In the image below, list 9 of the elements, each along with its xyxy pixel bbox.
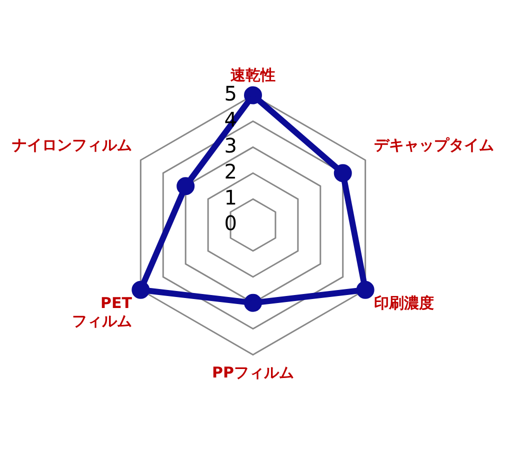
- y-tick-label: 0: [224, 211, 237, 236]
- spoke-label: PPフィルム: [212, 364, 294, 382]
- y-tick-label: 2: [224, 159, 237, 184]
- spoke-label: デキャップタイム: [374, 136, 494, 154]
- spoke-label: PET フィルム: [72, 294, 133, 330]
- spoke-label: ナイロンフィルム: [12, 136, 132, 154]
- y-tick-label: 1: [224, 185, 237, 210]
- y-tick-label: 3: [224, 133, 237, 158]
- spoke-label: 印刷濃度: [374, 294, 434, 312]
